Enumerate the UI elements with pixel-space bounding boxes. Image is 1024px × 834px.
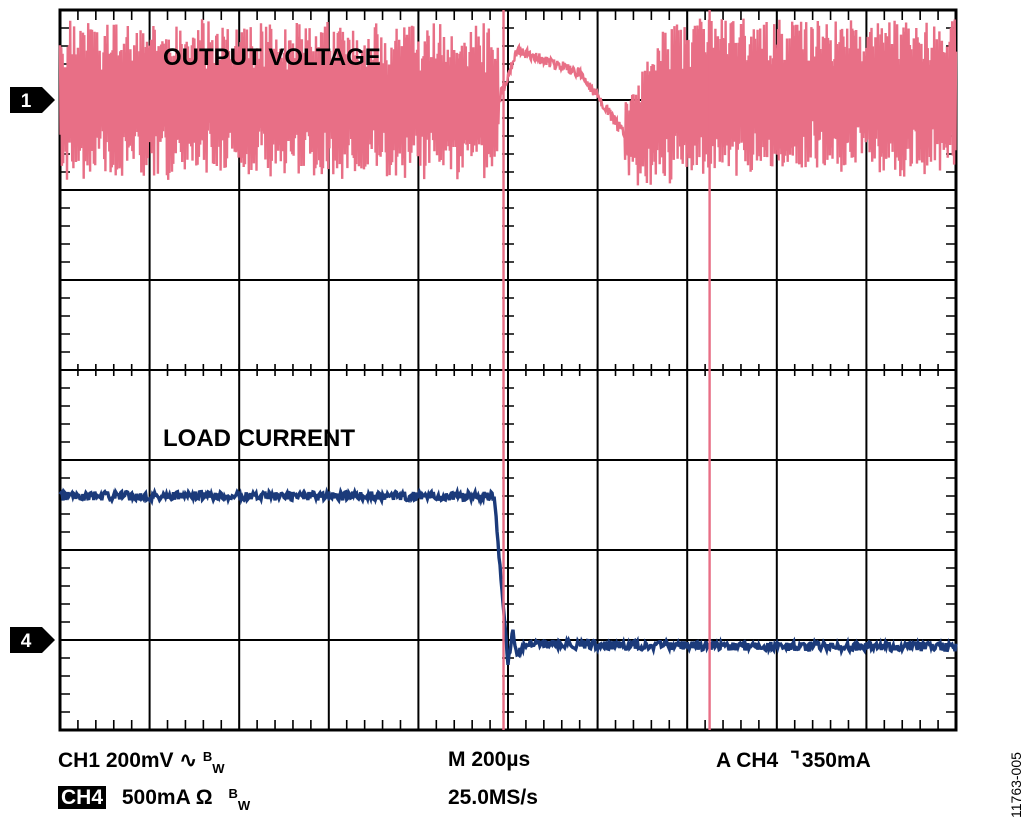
waveform-traces	[58, 10, 958, 730]
load-current-trace	[58, 485, 958, 665]
bw-limit-sub: W	[212, 761, 225, 776]
bw-limit-sub: W	[237, 798, 251, 813]
trigger-settings: A CH4 ⌝350mA	[716, 748, 871, 773]
graticule-border	[58, 8, 958, 732]
sample-rate-text: 25.0MS/s	[448, 786, 538, 809]
channel-marker-4: 4	[10, 627, 55, 653]
ac-coupling-icon: ∿	[179, 749, 198, 772]
trigger-level-text: 350mA	[801, 749, 871, 772]
channel-markers: 14	[10, 87, 55, 653]
figure-id: 11763-005	[1008, 752, 1024, 818]
channel-marker-label: 1	[21, 91, 32, 112]
ch1-scale-text: CH1 200mV	[58, 749, 174, 772]
falling-edge-icon: ⌝	[790, 749, 800, 772]
trace-labels: OUTPUT VOLTAGE LOAD CURRENT	[163, 44, 381, 452]
timebase-text: M 200µs	[448, 748, 531, 771]
trigger-source-text: A CH4	[716, 749, 779, 772]
ch1-settings: CH1 200mV ∿ BW	[58, 748, 225, 776]
graticule	[58, 8, 958, 732]
output-voltage-trace	[58, 18, 958, 186]
ch4-badge: CH4	[58, 786, 107, 809]
channel-marker-1: 1	[10, 87, 55, 113]
channel-marker-label: 4	[21, 631, 32, 652]
channel-marker-arrow	[10, 87, 55, 113]
bw-limit-icon: B	[202, 749, 213, 764]
series-label-output-voltage: OUTPUT VOLTAGE	[163, 44, 381, 71]
series-label-load-current: LOAD CURRENT	[163, 425, 355, 452]
channel-marker-arrow	[10, 627, 55, 653]
ch4-settings: CH4 500mA Ω BW	[58, 786, 251, 813]
bw-limit-icon: B	[228, 786, 238, 801]
ch4-scale-text: 500mA Ω	[121, 786, 213, 809]
